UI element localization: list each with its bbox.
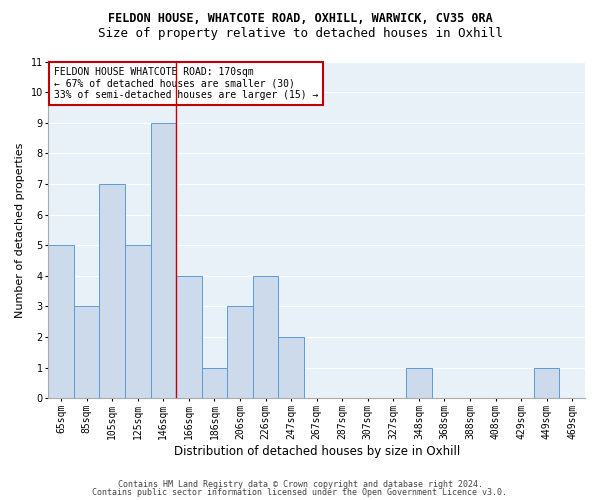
Text: Size of property relative to detached houses in Oxhill: Size of property relative to detached ho… [97, 28, 503, 40]
Bar [125, 245, 151, 398]
Bar [406, 368, 431, 398]
Bar [202, 368, 227, 398]
Bar [227, 306, 253, 398]
Text: FELDON HOUSE, WHATCOTE ROAD, OXHILL, WARWICK, CV35 0RA: FELDON HOUSE, WHATCOTE ROAD, OXHILL, WAR… [107, 12, 493, 26]
Bar [49, 245, 74, 398]
Y-axis label: Number of detached properties: Number of detached properties [15, 142, 25, 318]
Bar [278, 337, 304, 398]
Bar [151, 122, 176, 398]
Text: Contains public sector information licensed under the Open Government Licence v3: Contains public sector information licen… [92, 488, 508, 497]
Bar [253, 276, 278, 398]
Bar [100, 184, 125, 398]
Bar [534, 368, 559, 398]
Text: FELDON HOUSE WHATCOTE ROAD: 170sqm
← 67% of detached houses are smaller (30)
33%: FELDON HOUSE WHATCOTE ROAD: 170sqm ← 67%… [54, 66, 318, 100]
Bar [176, 276, 202, 398]
Bar [74, 306, 100, 398]
X-axis label: Distribution of detached houses by size in Oxhill: Distribution of detached houses by size … [173, 444, 460, 458]
Text: Contains HM Land Registry data © Crown copyright and database right 2024.: Contains HM Land Registry data © Crown c… [118, 480, 482, 489]
